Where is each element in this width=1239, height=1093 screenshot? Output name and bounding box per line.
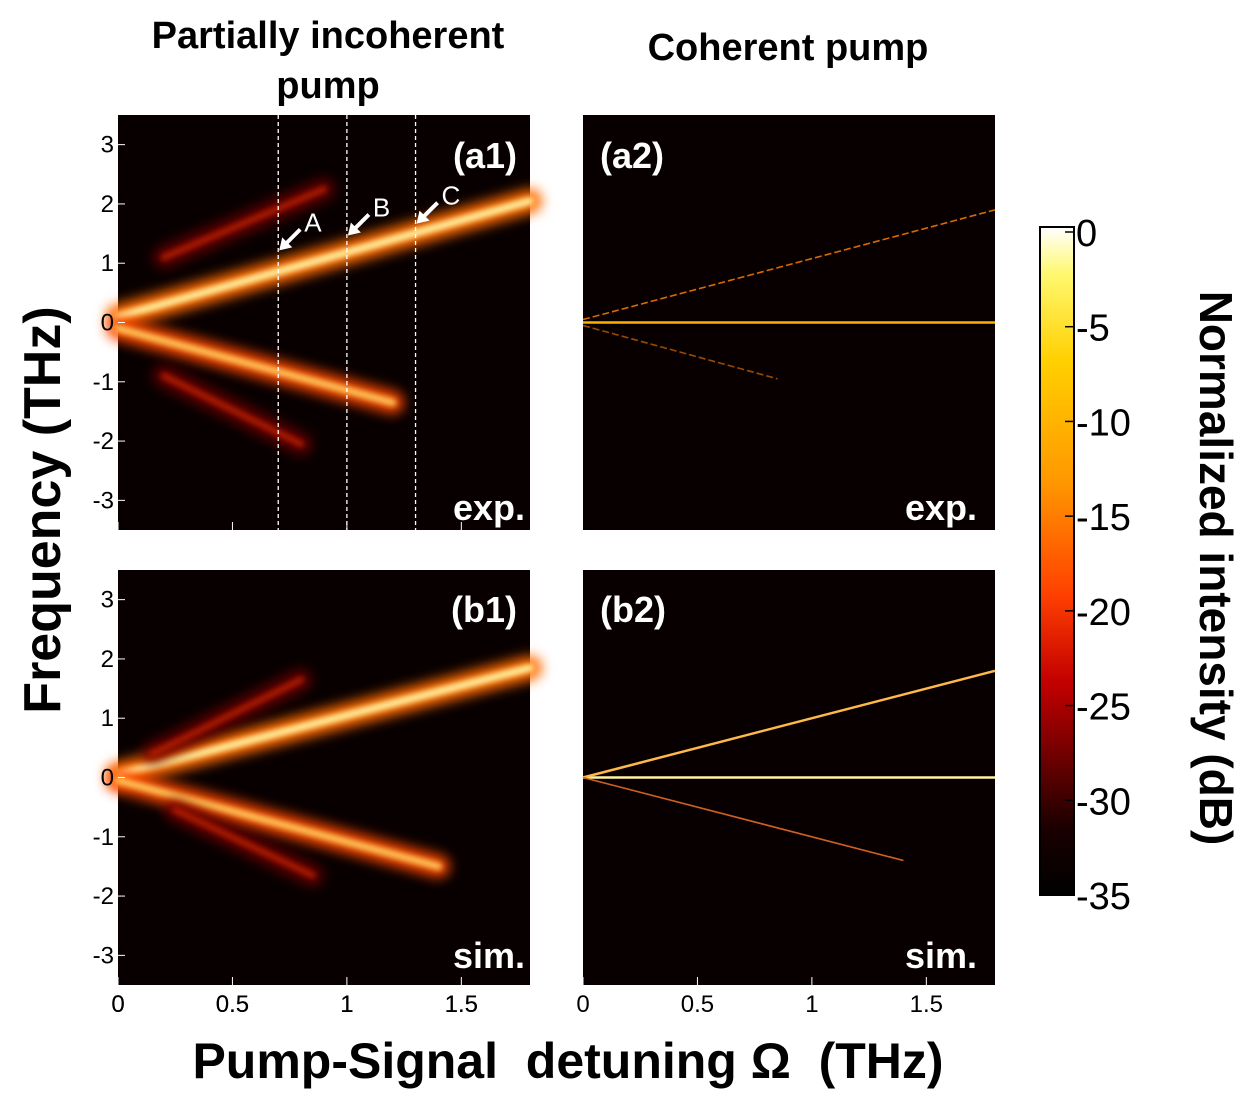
y-tick-label: -3 bbox=[93, 487, 114, 514]
y-tick-label: 0 bbox=[101, 310, 114, 337]
series-line-3 bbox=[160, 186, 328, 261]
panel-a2-marks bbox=[582, 209, 996, 380]
x-tick-label: 1 bbox=[805, 991, 818, 1018]
x-tick-label: 1.5 bbox=[445, 991, 478, 1018]
y-tick-label: -2 bbox=[93, 883, 114, 910]
colorbar-tick-label: -15 bbox=[1076, 497, 1131, 539]
colorbar-tick-label: -35 bbox=[1076, 876, 1131, 918]
series-line-1 bbox=[114, 197, 534, 321]
x-tick-label: 0.5 bbox=[216, 991, 249, 1018]
x-tick-label: 1.5 bbox=[910, 991, 943, 1018]
x-tick-label: 0.5 bbox=[216, 991, 249, 1018]
marker-label-C: C bbox=[442, 181, 461, 211]
colorbar-ticks: 0 -5 -10 -15 -20 -25 -30 -35 bbox=[1065, 213, 1131, 918]
column-title-right: Coherent pump bbox=[648, 27, 929, 69]
x-axis-label: Pump-Signal detuning Ω (THz) bbox=[192, 1033, 943, 1089]
series-line-2 bbox=[114, 776, 443, 871]
x-tick-label: 0 bbox=[576, 991, 589, 1018]
colorbar-tick-label: 0 bbox=[1076, 213, 1097, 255]
y-tick-label: -2 bbox=[93, 428, 114, 455]
y-tick-label: 2 bbox=[101, 646, 114, 673]
panel-b1-marks bbox=[101, 655, 547, 886]
colorbar-tick-label: -25 bbox=[1076, 687, 1131, 729]
column-title-left-line2: pump bbox=[276, 65, 379, 107]
x-tick-label: 0.5 bbox=[681, 991, 714, 1018]
y-tick-label: -1 bbox=[93, 369, 114, 396]
series-line-3 bbox=[149, 676, 305, 757]
panel-label-b2: (b2) bbox=[600, 589, 666, 630]
corner-label-b1: sim. bbox=[453, 935, 525, 976]
colorbar-tick-label: -5 bbox=[1076, 308, 1110, 350]
y-tick-label: 3 bbox=[101, 587, 114, 614]
y-tick-label: 3 bbox=[101, 132, 114, 159]
series-line-2 bbox=[582, 324, 778, 380]
chart-marks: A B C bbox=[101, 115, 996, 886]
panel-b2-marks bbox=[582, 669, 996, 862]
colorbar-tick-label: -10 bbox=[1076, 402, 1131, 444]
y-tick-label: 0 bbox=[101, 765, 114, 792]
corner-label-a2: exp. bbox=[905, 487, 977, 528]
x-tick-label: 1.5 bbox=[445, 991, 478, 1018]
colorbar-label: Normalized intensity (dB) bbox=[1190, 291, 1239, 846]
y-tick-label: 1 bbox=[101, 250, 114, 277]
column-title-left-line1: Partially incoherent bbox=[152, 15, 505, 57]
panel-a1-marks: A B C bbox=[101, 115, 547, 530]
series-line-2 bbox=[582, 776, 904, 862]
x-tick-label: 1 bbox=[340, 991, 353, 1018]
panel-label-a2: (a2) bbox=[600, 135, 664, 176]
series-line-1 bbox=[582, 669, 996, 779]
x-tick-label: 0 bbox=[111, 991, 124, 1018]
marker-arrowhead-C bbox=[416, 210, 430, 224]
y-tick-label: -1 bbox=[93, 824, 114, 851]
series-line-1 bbox=[582, 209, 996, 321]
series-line-1 bbox=[114, 663, 534, 779]
x-tick-label: 1 bbox=[340, 991, 353, 1018]
marker-arrowhead-A bbox=[279, 237, 293, 251]
colorbar-tick-label: -30 bbox=[1076, 781, 1131, 823]
y-tick-label: -3 bbox=[93, 942, 114, 969]
colorbar-tick-label: -20 bbox=[1076, 592, 1131, 634]
marker-label-A: A bbox=[304, 207, 322, 237]
y-tick-label: 1 bbox=[101, 705, 114, 732]
y-tick-label: 2 bbox=[101, 191, 114, 218]
marker-label-B: B bbox=[373, 193, 390, 223]
series-line-4 bbox=[172, 807, 316, 879]
marker-arrowhead-B bbox=[347, 222, 361, 236]
x-tick-label: 0 bbox=[111, 991, 124, 1018]
panel-label-a1: (a1) bbox=[453, 135, 517, 176]
corner-label-a1: exp. bbox=[453, 487, 525, 528]
panel-label-b1: (b1) bbox=[451, 589, 517, 630]
y-axis-label: Frequency (THz) bbox=[14, 306, 72, 713]
corner-label-b2: sim. bbox=[905, 935, 977, 976]
colorbar bbox=[1039, 226, 1075, 896]
